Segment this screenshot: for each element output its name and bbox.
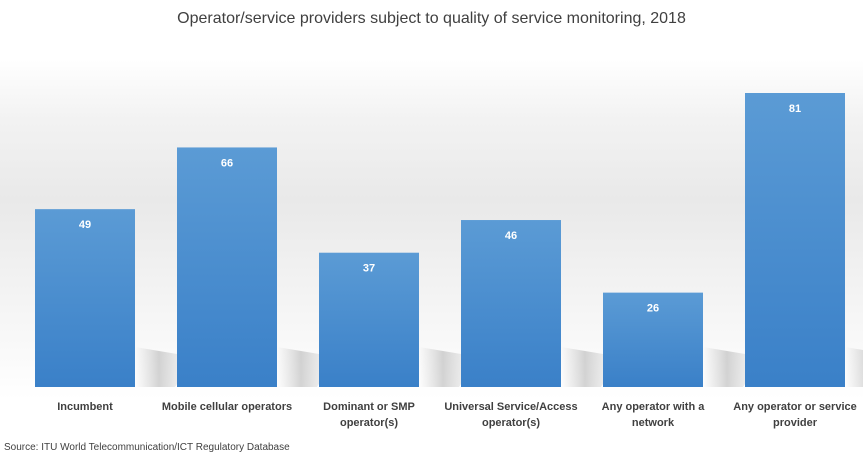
chart-title: Operator/service providers subject to qu… bbox=[177, 10, 686, 27]
bar-value-label: 37 bbox=[363, 263, 375, 275]
category-label: Dominant or SMP operator(s) bbox=[323, 401, 415, 429]
bar-value-label: 66 bbox=[221, 157, 233, 169]
value-labels-group: 49 66 37 46 26 81 bbox=[79, 103, 801, 315]
category-label: Any operator with a network bbox=[602, 401, 706, 429]
bars-group bbox=[35, 93, 845, 387]
source-note: Source: ITU World Telecommunication/ICT … bbox=[4, 442, 290, 453]
bar bbox=[745, 93, 845, 387]
category-label: Mobile cellular operators bbox=[162, 401, 292, 413]
bar bbox=[461, 220, 561, 387]
bar bbox=[319, 252, 419, 387]
bar bbox=[177, 147, 277, 387]
bar-value-label: 81 bbox=[789, 103, 801, 115]
bar bbox=[603, 292, 703, 387]
bar-shadow bbox=[845, 347, 863, 387]
bar-value-label: 46 bbox=[505, 230, 517, 242]
category-labels-group: Incumbent Mobile cellular operators Domina… bbox=[57, 401, 857, 429]
bar bbox=[35, 209, 135, 387]
category-label: Universal Service/Access operator(s) bbox=[444, 401, 577, 429]
bar-value-label: 26 bbox=[647, 303, 659, 315]
category-label: Incumbent bbox=[57, 401, 113, 413]
bar-value-label: 49 bbox=[79, 219, 91, 231]
category-label: Any operator or service provider bbox=[733, 401, 857, 429]
